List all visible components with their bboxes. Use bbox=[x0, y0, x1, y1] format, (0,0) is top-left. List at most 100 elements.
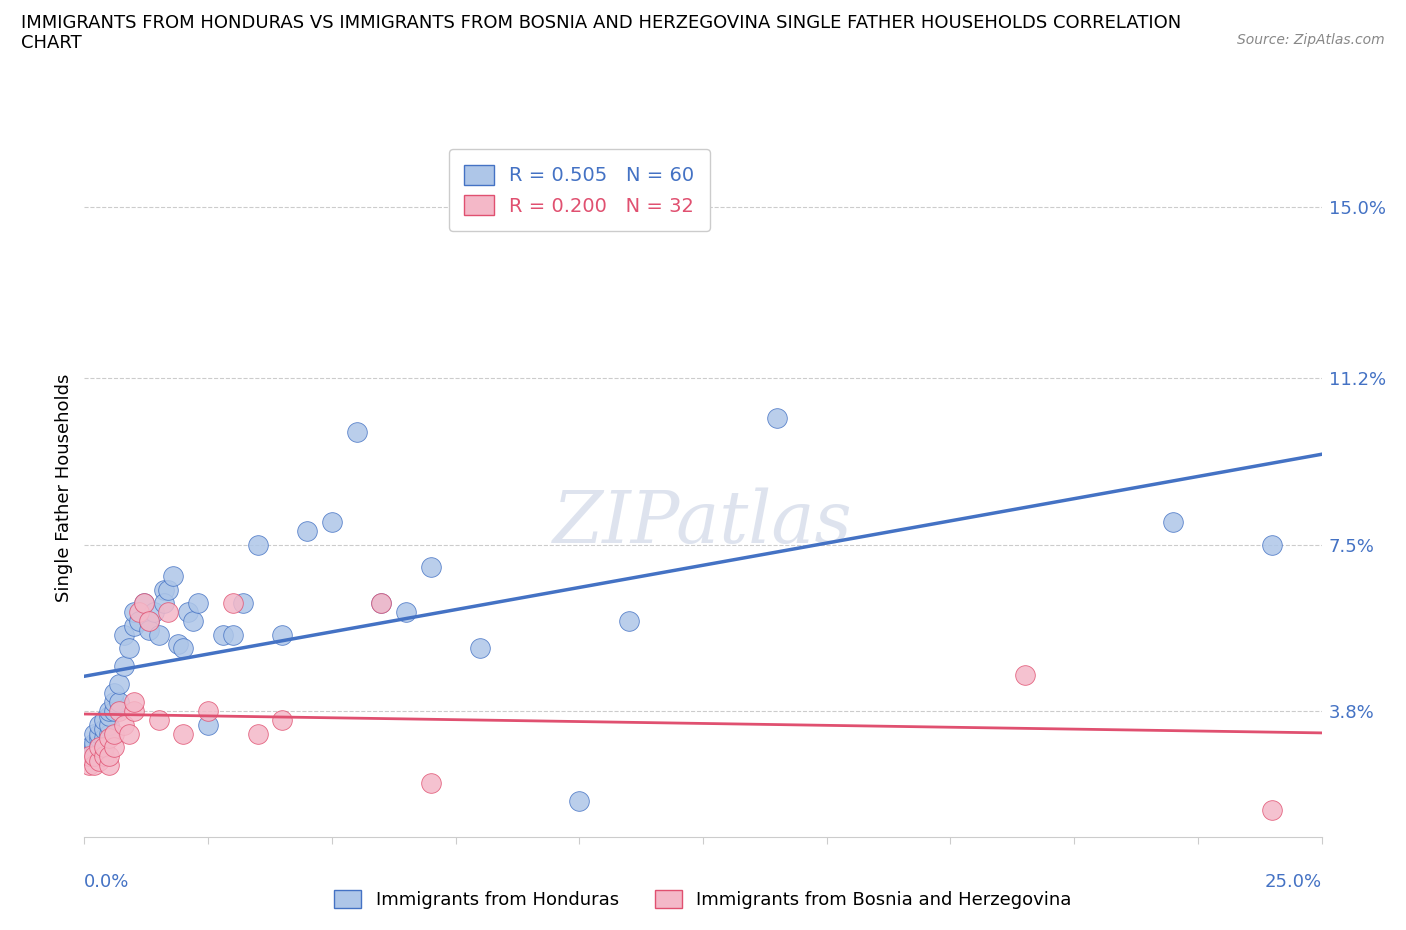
Point bbox=[83, 749, 105, 764]
Point bbox=[148, 712, 170, 727]
Point bbox=[93, 712, 115, 727]
Point bbox=[103, 726, 125, 741]
Point bbox=[295, 524, 318, 538]
Point bbox=[346, 425, 368, 440]
Point bbox=[98, 749, 121, 764]
Legend: Immigrants from Honduras, Immigrants from Bosnia and Herzegovina: Immigrants from Honduras, Immigrants fro… bbox=[328, 883, 1078, 916]
Point bbox=[89, 739, 111, 754]
Point bbox=[89, 717, 111, 732]
Point bbox=[162, 568, 184, 583]
Point bbox=[419, 560, 441, 575]
Point bbox=[89, 753, 111, 768]
Point bbox=[470, 641, 492, 656]
Point bbox=[222, 627, 245, 642]
Point bbox=[271, 712, 294, 727]
Point bbox=[197, 704, 219, 719]
Point bbox=[122, 604, 145, 619]
Point bbox=[93, 722, 115, 737]
Text: 0.0%: 0.0% bbox=[84, 873, 129, 891]
Point bbox=[108, 676, 131, 691]
Point bbox=[138, 614, 160, 629]
Point bbox=[93, 739, 115, 754]
Point bbox=[83, 739, 105, 754]
Point bbox=[172, 641, 194, 656]
Point bbox=[370, 595, 392, 610]
Point bbox=[93, 731, 115, 746]
Text: IMMIGRANTS FROM HONDURAS VS IMMIGRANTS FROM BOSNIA AND HERZEGOVINA SINGLE FATHER: IMMIGRANTS FROM HONDURAS VS IMMIGRANTS F… bbox=[21, 14, 1181, 32]
Point bbox=[103, 739, 125, 754]
Point bbox=[103, 695, 125, 710]
Point bbox=[197, 717, 219, 732]
Point bbox=[138, 622, 160, 637]
Point bbox=[79, 749, 101, 764]
Point bbox=[152, 595, 174, 610]
Point bbox=[617, 614, 640, 629]
Point bbox=[98, 708, 121, 723]
Point bbox=[83, 735, 105, 750]
Point bbox=[370, 595, 392, 610]
Point bbox=[142, 604, 165, 619]
Point bbox=[181, 614, 204, 629]
Point bbox=[167, 636, 190, 651]
Legend: R = 0.505   N = 60, R = 0.200   N = 32: R = 0.505 N = 60, R = 0.200 N = 32 bbox=[449, 149, 710, 232]
Point bbox=[118, 641, 141, 656]
Point bbox=[152, 582, 174, 597]
Point bbox=[122, 695, 145, 710]
Point bbox=[98, 731, 121, 746]
Point bbox=[89, 739, 111, 754]
Point bbox=[79, 758, 101, 773]
Point bbox=[93, 749, 115, 764]
Text: ZIPatlas: ZIPatlas bbox=[553, 488, 853, 558]
Point bbox=[172, 726, 194, 741]
Point bbox=[122, 618, 145, 633]
Point bbox=[246, 537, 269, 551]
Point bbox=[246, 726, 269, 741]
Point bbox=[112, 717, 135, 732]
Point bbox=[138, 614, 160, 629]
Point bbox=[108, 704, 131, 719]
Point bbox=[132, 595, 155, 610]
Point bbox=[128, 604, 150, 619]
Point bbox=[568, 793, 591, 808]
Point bbox=[89, 726, 111, 741]
Point bbox=[157, 582, 180, 597]
Point bbox=[271, 627, 294, 642]
Point bbox=[98, 704, 121, 719]
Text: CHART: CHART bbox=[21, 34, 82, 52]
Point bbox=[1261, 537, 1284, 551]
Point bbox=[222, 595, 245, 610]
Point bbox=[112, 627, 135, 642]
Point bbox=[118, 726, 141, 741]
Point bbox=[98, 758, 121, 773]
Point bbox=[79, 749, 101, 764]
Y-axis label: Single Father Households: Single Father Households bbox=[55, 374, 73, 603]
Point bbox=[321, 514, 343, 529]
Point bbox=[148, 627, 170, 642]
Point bbox=[103, 685, 125, 700]
Text: 25.0%: 25.0% bbox=[1264, 873, 1322, 891]
Point bbox=[89, 731, 111, 746]
Point bbox=[122, 704, 145, 719]
Point bbox=[83, 758, 105, 773]
Point bbox=[1014, 668, 1036, 683]
Point bbox=[1261, 803, 1284, 817]
Point bbox=[212, 627, 235, 642]
Point bbox=[395, 604, 418, 619]
Point bbox=[108, 695, 131, 710]
Text: Source: ZipAtlas.com: Source: ZipAtlas.com bbox=[1237, 33, 1385, 46]
Point bbox=[157, 604, 180, 619]
Point bbox=[232, 595, 254, 610]
Point bbox=[766, 411, 789, 426]
Point bbox=[103, 704, 125, 719]
Point bbox=[83, 726, 105, 741]
Point bbox=[128, 614, 150, 629]
Point bbox=[112, 658, 135, 673]
Point bbox=[177, 604, 200, 619]
Point bbox=[93, 739, 115, 754]
Point bbox=[419, 776, 441, 790]
Point bbox=[98, 726, 121, 741]
Point bbox=[1161, 514, 1184, 529]
Point bbox=[132, 595, 155, 610]
Point bbox=[79, 739, 101, 754]
Point bbox=[187, 595, 209, 610]
